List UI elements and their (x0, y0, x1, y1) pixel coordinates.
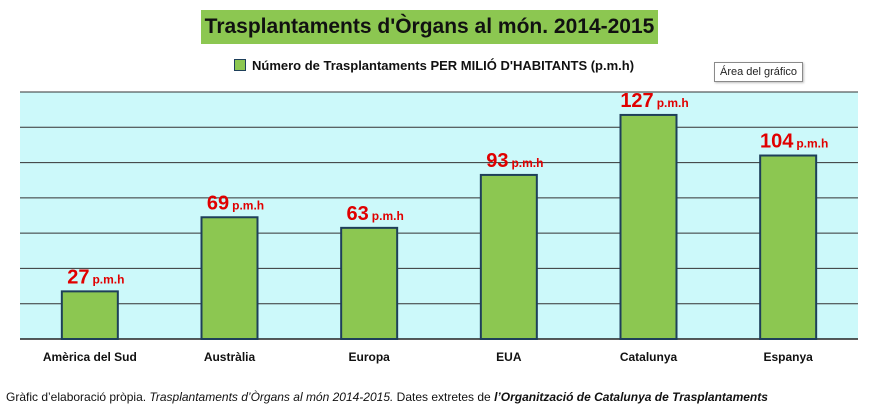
data-label-value: 104 (760, 131, 794, 153)
caption-part-1: Gràfic d’elaboració pròpia. (6, 390, 150, 404)
data-label-unit: p.m.h (511, 156, 543, 170)
data-label-unit: p.m.h (372, 209, 404, 223)
data-label: 69 p.m.h (207, 192, 264, 214)
plot-background (20, 92, 858, 339)
chart-area-tooltip: Área del gráfico (714, 62, 804, 82)
bar (759, 154, 818, 340)
data-label-unit: p.m.h (92, 272, 124, 286)
caption-part-3: Dates extretes de (393, 390, 495, 404)
legend: Número de Trasplantaments PER MILIÓ D'HA… (234, 56, 634, 74)
data-label: 104 p.m.h (760, 131, 828, 153)
x-tick-label: Europa (348, 350, 390, 364)
data-label: 127 p.m.h (620, 90, 688, 112)
caption: Gràfic d’elaboració pròpia. Trasplantame… (6, 390, 868, 404)
bar (340, 226, 399, 341)
data-label: 27 p.m.h (67, 266, 124, 288)
data-label-value: 63 (347, 203, 369, 225)
data-label-unit: p.m.h (657, 96, 689, 110)
data-label-unit: p.m.h (796, 137, 828, 151)
bar (619, 113, 678, 340)
data-label: 93 p.m.h (486, 150, 543, 172)
x-tick-label: Catalunya (620, 350, 678, 364)
caption-part-2: Trasplantaments d’Òrgans al món 2014-201… (149, 390, 394, 404)
legend-swatch (234, 59, 246, 71)
bar (479, 173, 538, 340)
data-label-value: 27 (67, 266, 89, 288)
data-label-value: 69 (207, 192, 229, 214)
data-label: 63 p.m.h (347, 203, 404, 225)
data-label-value: 127 (620, 90, 653, 112)
x-tick-label: Amèrica del Sud (43, 350, 137, 364)
chart-title: Trasplantaments d'Òrgans al món. 2014-20… (201, 10, 658, 44)
caption-part-4: l’Organització de Catalunya de Trasplant… (494, 390, 768, 404)
bar (200, 216, 259, 340)
bar (60, 290, 119, 341)
legend-label: Número de Trasplantaments PER MILIÓ D'HA… (252, 57, 635, 73)
x-tick-label: Espanya (763, 350, 813, 364)
data-label-unit: p.m.h (232, 198, 264, 212)
x-tick-label: EUA (496, 350, 522, 364)
data-label-value: 93 (486, 150, 508, 172)
x-tick-label: Austràlia (204, 350, 256, 364)
